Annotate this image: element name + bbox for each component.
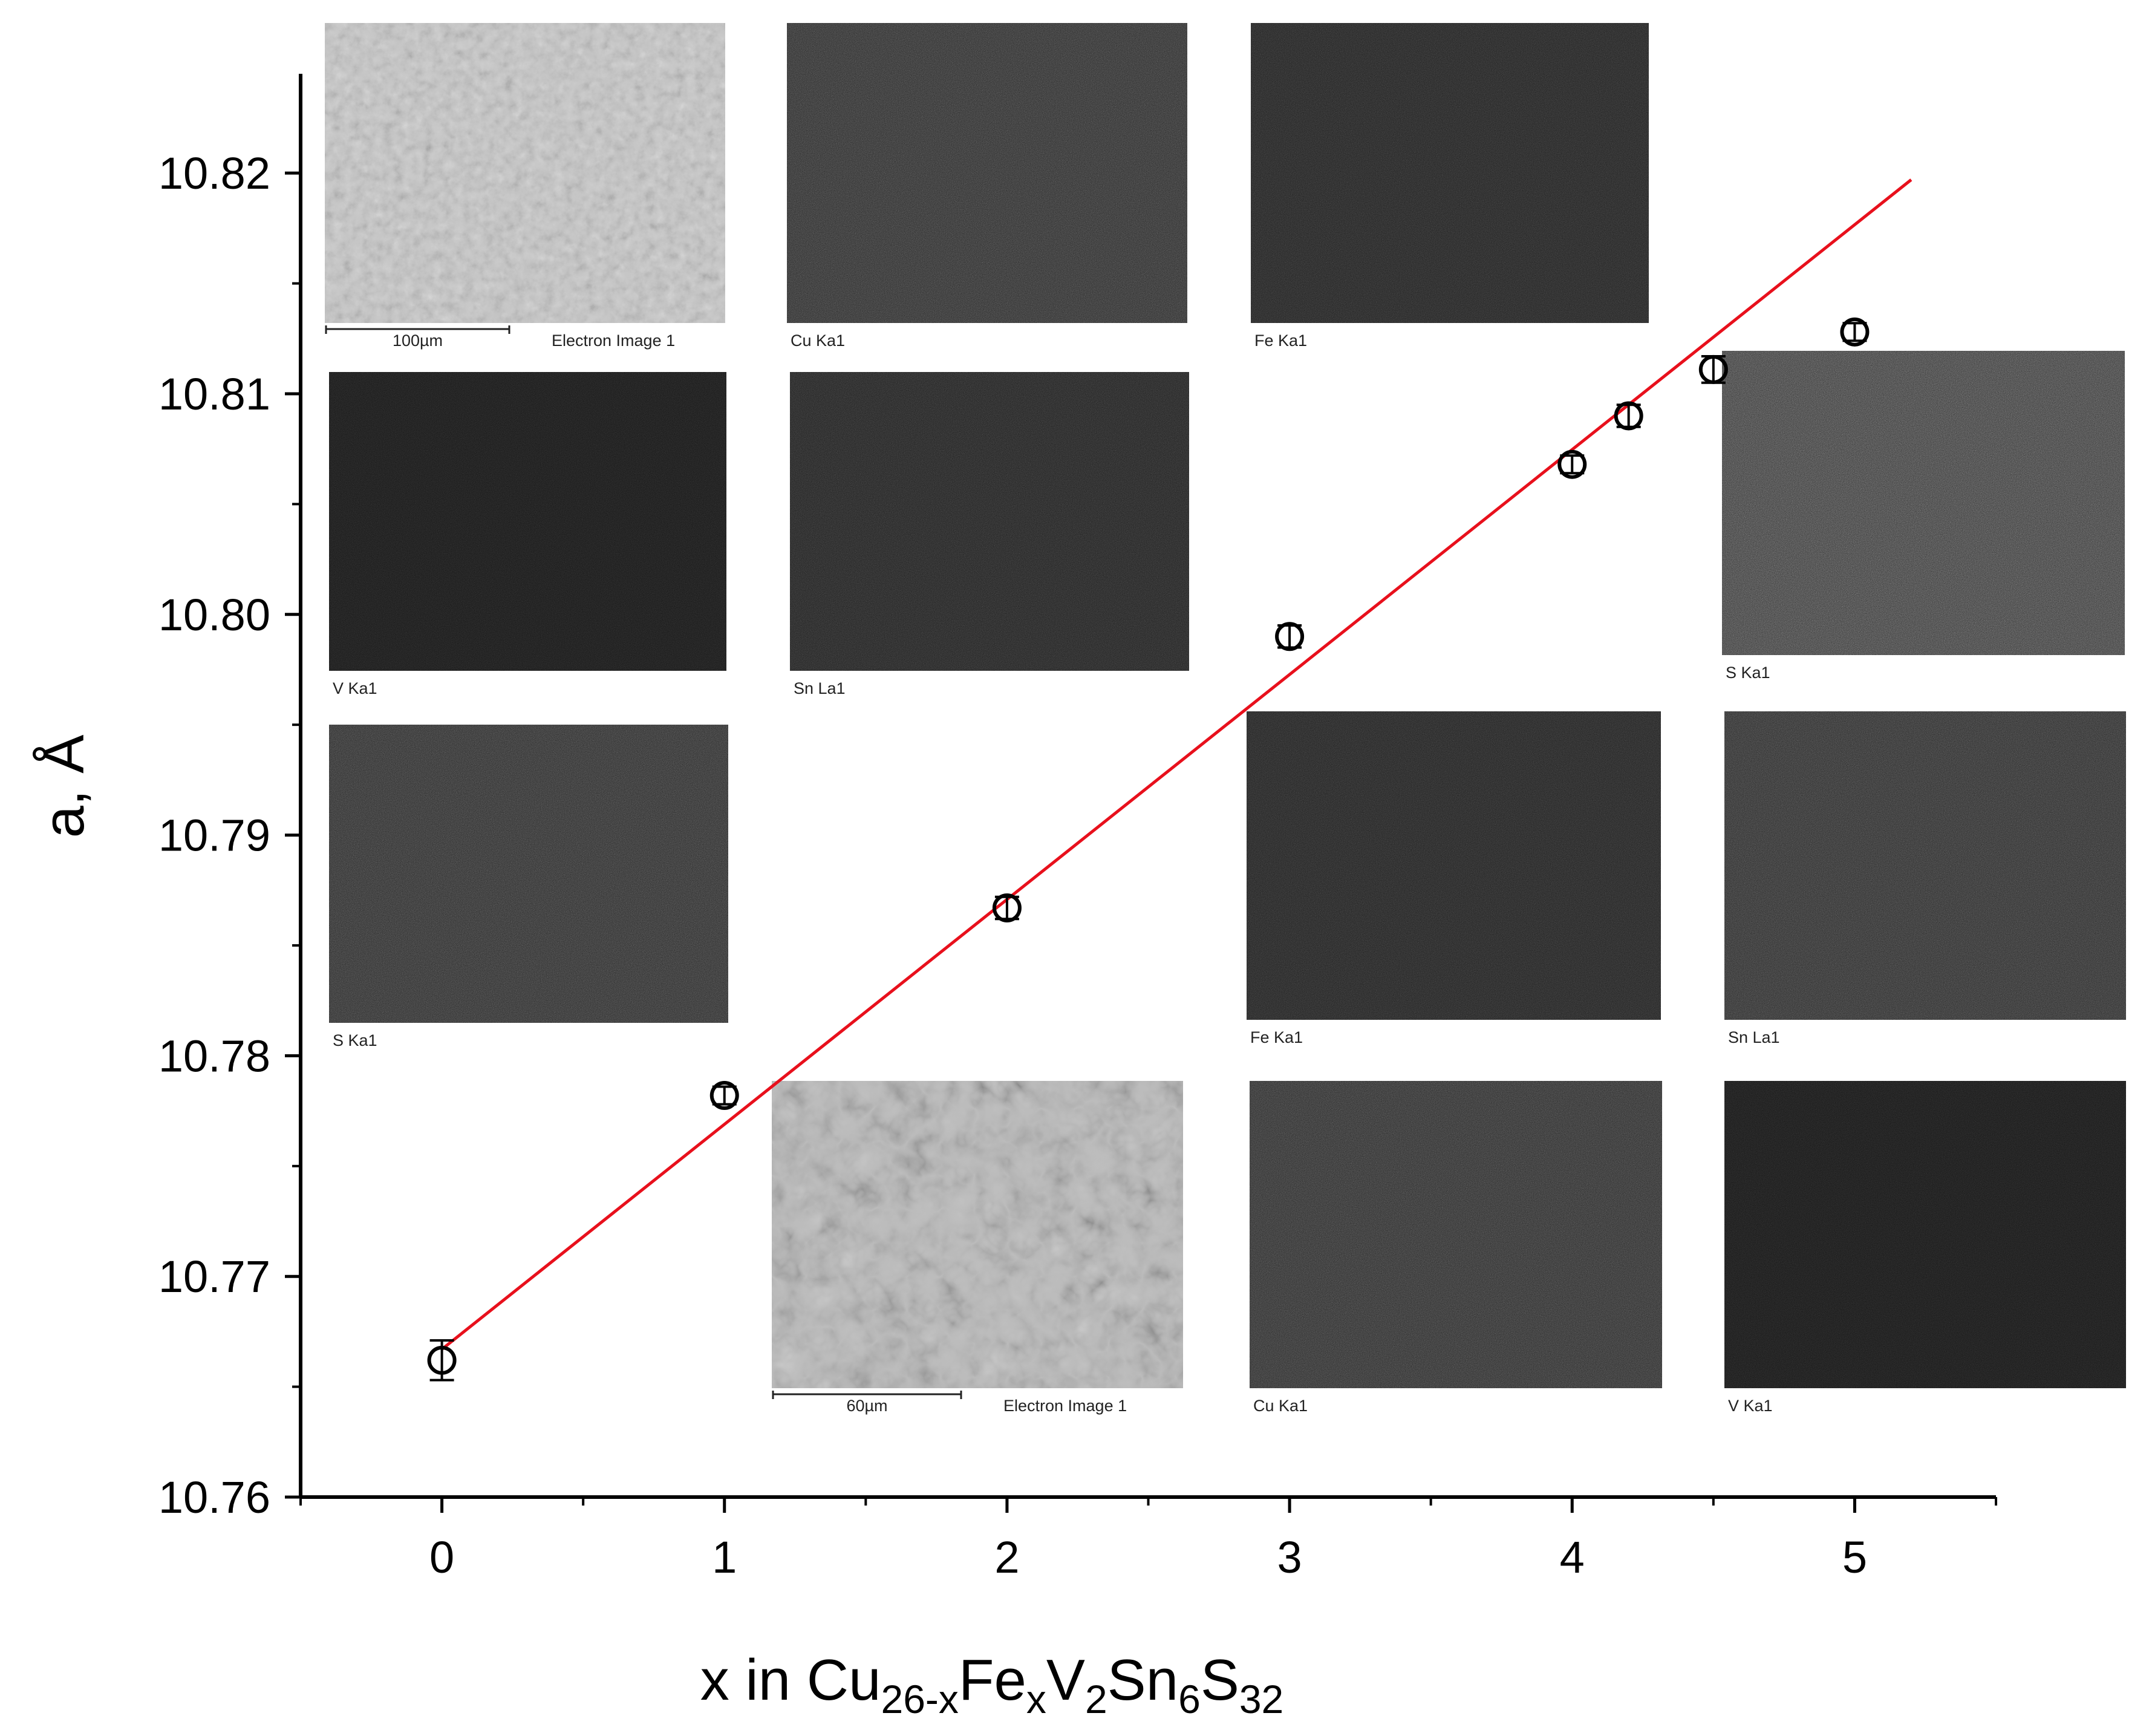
marker-circle (1698, 354, 1728, 384)
inset-texture (1251, 23, 1649, 323)
x-title-subscript: 32 (1239, 1677, 1283, 1721)
y-tick-label: 10.78 (158, 1031, 270, 1081)
inset-texture (787, 23, 1187, 323)
inset-caption: Cu Ka1 (791, 331, 845, 350)
scale-bar: 60µm (772, 1391, 962, 1415)
marker-circle (427, 1345, 457, 1375)
eds-inset: S Ka1 (1722, 351, 2125, 682)
x-tick-label: 2 (994, 1532, 1019, 1582)
marker-circle (992, 893, 1022, 922)
eds-inset: Fe Ka1 (1251, 23, 1649, 350)
eds-inset: V Ka1 (329, 372, 726, 697)
x-tick-label: 4 (1560, 1532, 1585, 1582)
x-title-text: Fe (959, 1648, 1026, 1712)
inset-texture (1247, 711, 1661, 1020)
eds-inset: Sn La1 (1724, 711, 2126, 1046)
inset-caption: S Ka1 (333, 1031, 377, 1049)
eds-inset: Sn La1 (790, 372, 1189, 697)
inset-caption: Electron Image 1 (1003, 1397, 1127, 1415)
marker-circle (1275, 622, 1305, 651)
y-tick-label: 10.79 (158, 811, 270, 861)
inset-texture (329, 725, 728, 1023)
inset-texture (772, 1081, 1183, 1388)
x-title-text: x in Cu (700, 1648, 881, 1712)
eds-inset: 60µm Electron Image 1 (772, 1081, 1183, 1415)
x-ticks: 0 1 2 3 4 5 (299, 1497, 1997, 1582)
x-tick-label: 0 (429, 1532, 454, 1582)
x-title-text: V (1046, 1648, 1085, 1712)
eds-inset: Cu Ka1 (787, 23, 1187, 350)
inset-caption: V Ka1 (333, 679, 377, 697)
inset-texture (325, 23, 725, 323)
x-title-text: Sn (1107, 1648, 1178, 1712)
y-ticks: 10.76 10.77 10.78 10.79 10.80 10.81 10.82 (158, 148, 301, 1522)
data-point (709, 1081, 739, 1111)
eds-map-insets: 100µm Electron Image 1 Cu Ka1 Fe Ka1 V Ka1 Sn… (325, 23, 2126, 1415)
eds-inset: Fe Ka1 (1247, 711, 1661, 1046)
eds-inset: S Ka1 (329, 725, 728, 1049)
x-title-text: S (1201, 1648, 1239, 1712)
y-axis-title: a, Å (31, 735, 96, 838)
linear-fit-line (441, 178, 1913, 1351)
y-tick-label: 10.76 (158, 1472, 270, 1522)
data-point (992, 893, 1022, 922)
marker-circle (709, 1081, 739, 1111)
y-tick-label: 10.81 (158, 369, 270, 419)
marker-circle (1557, 449, 1587, 479)
eds-inset: V Ka1 (1724, 1081, 2126, 1415)
y-tick-label: 10.77 (158, 1251, 270, 1302)
x-title-subscript: 26-x (881, 1677, 959, 1721)
inset-caption: Fe Ka1 (1250, 1028, 1303, 1046)
marker-circle (1614, 401, 1643, 431)
y-tick-label: 10.82 (158, 148, 270, 198)
inset-texture (790, 372, 1189, 671)
marker-circle (1840, 317, 1870, 347)
scale-bar-label: 60µm (846, 1397, 887, 1415)
inset-caption: Sn La1 (1728, 1028, 1780, 1046)
y-tick-label: 10.80 (158, 590, 270, 640)
scale-bar: 100µm (325, 325, 510, 350)
x-title-subscript: x (1026, 1677, 1046, 1721)
inset-caption: V Ka1 (1728, 1397, 1773, 1415)
x-tick-label: 5 (1842, 1532, 1867, 1582)
eds-inset: 100µm Electron Image 1 (325, 23, 725, 350)
inset-caption: Sn La1 (794, 679, 846, 697)
x-title-subscript: 6 (1178, 1677, 1201, 1721)
x-axis-title: x in Cu26-xFexV2Sn6S32 (700, 1648, 1284, 1721)
data-point (1840, 317, 1870, 347)
x-tick-label: 1 (712, 1532, 737, 1582)
eds-inset: Cu Ka1 (1250, 1081, 1662, 1415)
data-point (1698, 354, 1728, 384)
inset-texture (1724, 711, 2126, 1020)
inset-caption: S Ka1 (1726, 664, 1770, 682)
inset-caption: Electron Image 1 (552, 331, 675, 350)
inset-caption: Fe Ka1 (1254, 331, 1307, 350)
inset-texture (1722, 351, 2125, 655)
inset-texture (329, 372, 726, 671)
inset-texture (1250, 1081, 1662, 1388)
data-point (1275, 622, 1305, 651)
x-title-subscript: 2 (1085, 1677, 1107, 1721)
x-tick-label: 3 (1277, 1532, 1302, 1582)
inset-caption: Cu Ka1 (1253, 1397, 1308, 1415)
data-point (1614, 401, 1643, 431)
scale-bar-label: 100µm (393, 331, 443, 350)
data-point (1557, 449, 1587, 479)
data-point (427, 1339, 457, 1382)
data-points (427, 317, 1870, 1382)
inset-texture (1724, 1081, 2126, 1388)
